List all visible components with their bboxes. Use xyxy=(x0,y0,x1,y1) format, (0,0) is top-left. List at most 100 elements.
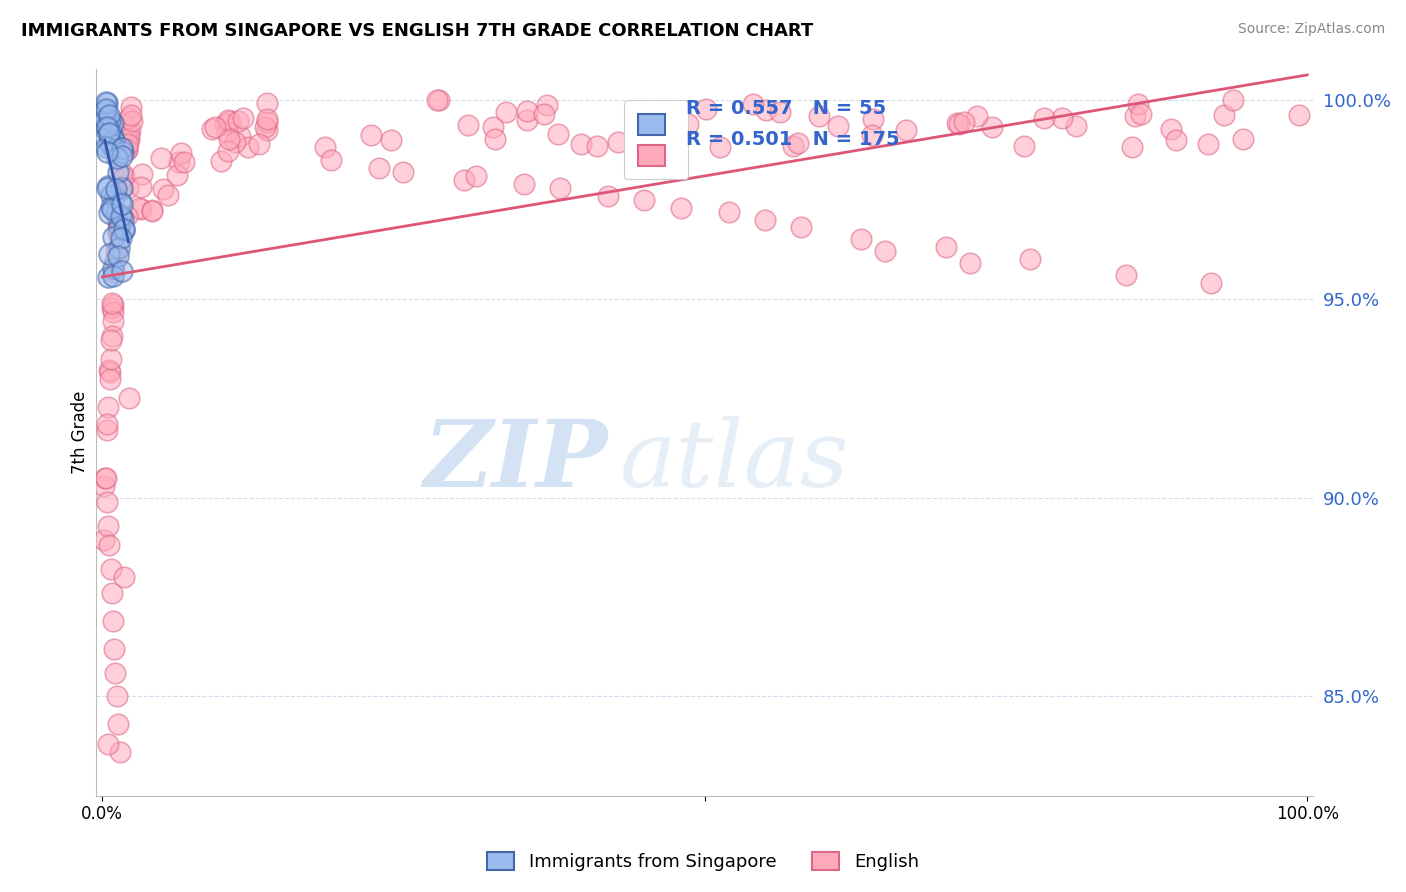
Point xyxy=(238,140,260,154)
Point xyxy=(115,132,138,146)
Point xyxy=(94,112,117,126)
Point xyxy=(107,249,129,263)
Point xyxy=(152,181,174,195)
Point xyxy=(101,261,124,276)
Point xyxy=(953,115,976,129)
Point xyxy=(1012,138,1035,153)
Point xyxy=(1166,132,1188,146)
Point xyxy=(392,165,415,179)
Y-axis label: 7th Grade: 7th Grade xyxy=(72,391,89,474)
Point xyxy=(111,264,134,278)
Point xyxy=(97,737,120,751)
Point xyxy=(96,181,118,195)
Point xyxy=(101,137,124,152)
Point xyxy=(256,95,278,110)
Point xyxy=(129,180,152,194)
Point xyxy=(215,125,238,139)
Point xyxy=(98,136,121,151)
Point xyxy=(118,128,141,142)
Point xyxy=(808,109,831,123)
Point xyxy=(98,206,121,220)
Text: Source: ZipAtlas.com: Source: ZipAtlas.com xyxy=(1237,22,1385,37)
Point xyxy=(115,209,138,223)
Point xyxy=(96,140,118,154)
Point xyxy=(103,134,125,148)
Point xyxy=(1130,107,1153,121)
Point xyxy=(945,115,967,129)
Point xyxy=(108,241,131,255)
Point xyxy=(108,206,131,220)
Point xyxy=(131,167,153,181)
Point xyxy=(128,201,150,215)
Point xyxy=(1222,93,1244,107)
Point xyxy=(321,153,343,167)
Point xyxy=(1052,111,1074,125)
Point xyxy=(98,372,121,386)
Point xyxy=(100,123,122,137)
Point xyxy=(256,115,278,129)
Point xyxy=(103,641,125,656)
Point xyxy=(166,168,188,182)
Point xyxy=(112,221,135,235)
Point xyxy=(129,202,152,216)
Point xyxy=(427,93,450,107)
Point xyxy=(101,586,124,600)
Point xyxy=(204,120,226,135)
Point xyxy=(875,244,897,259)
Point xyxy=(214,118,236,132)
Point xyxy=(101,301,124,315)
Point xyxy=(110,209,132,223)
Point xyxy=(108,220,131,235)
Point xyxy=(97,363,120,377)
Point xyxy=(966,109,988,123)
Point xyxy=(104,665,127,680)
Point xyxy=(96,95,118,110)
Point xyxy=(860,128,883,143)
Point xyxy=(1121,139,1143,153)
Point xyxy=(607,135,630,149)
Point xyxy=(426,93,449,107)
Point xyxy=(103,133,125,147)
Point xyxy=(107,717,129,731)
Point xyxy=(111,181,134,195)
Point xyxy=(1019,252,1042,267)
Point xyxy=(790,220,813,235)
Point xyxy=(676,116,699,130)
Point xyxy=(754,103,776,117)
Point xyxy=(380,133,402,147)
Point xyxy=(104,189,127,203)
Point xyxy=(111,212,134,227)
Point xyxy=(1288,108,1310,122)
Point xyxy=(1115,268,1137,282)
Point xyxy=(959,256,981,270)
Point xyxy=(1232,132,1254,146)
Point xyxy=(100,112,122,127)
Point xyxy=(360,128,382,142)
Point xyxy=(586,139,609,153)
Point xyxy=(894,122,917,136)
Point xyxy=(695,102,717,116)
Point xyxy=(457,118,479,132)
Point xyxy=(96,103,118,117)
Point xyxy=(224,136,246,150)
Point xyxy=(709,140,731,154)
Point xyxy=(100,333,122,347)
Point xyxy=(118,111,141,125)
Point xyxy=(101,305,124,319)
Point xyxy=(120,100,142,114)
Point xyxy=(101,314,124,328)
Point xyxy=(232,112,254,126)
Point xyxy=(368,161,391,175)
Point xyxy=(97,178,120,193)
Point xyxy=(94,131,117,145)
Point xyxy=(115,143,138,157)
Point xyxy=(104,253,127,268)
Text: R = 0.557   N = 55: R = 0.557 N = 55 xyxy=(686,99,887,118)
Point xyxy=(569,136,592,151)
Point xyxy=(495,105,517,120)
Point xyxy=(105,690,128,704)
Point xyxy=(141,203,163,218)
Point xyxy=(1123,109,1146,123)
Point xyxy=(1160,121,1182,136)
Point xyxy=(100,188,122,202)
